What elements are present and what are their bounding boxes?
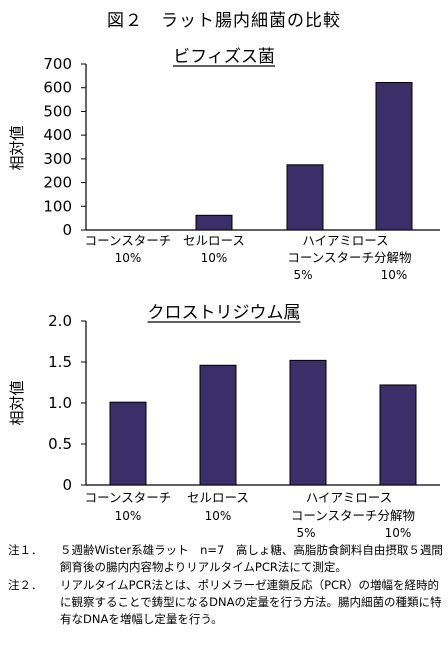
chart2-category-percent: 10%	[115, 509, 142, 523]
notes: 注１． ５週齢Wister系雄ラット n=7 高しょ糖、高脂肪食飼料自由摂取５週…	[8, 542, 444, 629]
chart1-bar	[195, 214, 233, 231]
chart2-ytick-label: 0.5	[48, 435, 72, 453]
note-1-label: 注１．	[8, 543, 43, 557]
chart1-category-label: ハイアミロース	[302, 233, 388, 248]
chart2-category-label: コーンスターチ分解物	[291, 508, 415, 523]
chart1-bar	[375, 81, 413, 231]
chart1-category-label: セルロース	[183, 233, 245, 248]
chart1-category-percent: 10%	[381, 268, 408, 282]
chart1-ytick-label: 500	[43, 102, 72, 120]
chart2-category-label: セルロース	[187, 490, 249, 505]
chart2-ytick-label: 2.0	[48, 312, 72, 330]
chart1-category-percent: 5%	[293, 268, 312, 282]
chart2-ylabel: 相対値	[8, 380, 26, 425]
chart2-bar	[379, 384, 417, 486]
note-1: 注１． ５週齢Wister系雄ラット n=7 高しょ糖、高脂肪食飼料自由摂取５週…	[8, 542, 444, 576]
chart2-category-percent: 10%	[385, 526, 412, 540]
note-2: 注２． リアルタイムPCR法とは、ポリメラーゼ連鎖反応（PCR）の増幅を経時的に…	[8, 577, 444, 628]
chart2-category-label: ハイアミロース	[306, 490, 392, 505]
chart1-ytick-label: 400	[43, 126, 72, 144]
chart2-bar	[199, 364, 237, 486]
note-1-text: ５週齢Wister系雄ラット n=7 高しょ糖、高脂肪食飼料自由摂取５週間飼育後…	[60, 543, 443, 574]
chart2-bar	[109, 401, 147, 486]
chart1-ytick-label: 700	[43, 55, 72, 73]
chart1-ytick-label: 300	[43, 150, 72, 168]
chart2-category-percent: 10%	[205, 509, 232, 523]
chart1-category-percent: 10%	[201, 251, 228, 265]
chart1-ytick-label: 100	[43, 197, 72, 215]
note-2-label: 注２．	[8, 578, 43, 592]
chart1-category-percent: 10%	[115, 251, 142, 265]
chart1-ytick-label: 0	[62, 221, 72, 239]
note-2-text: リアルタイムPCR法とは、ポリメラーゼ連鎖反応（PCR）の増幅を経時的に観察する…	[60, 578, 442, 626]
chart2-ytick-label: 0	[62, 476, 72, 494]
figure-title: 図２ ラット腸内細菌の比較	[107, 11, 341, 31]
chart2-bar	[289, 359, 327, 486]
chart1-category-label: コーンスターチ分解物	[287, 250, 411, 265]
chart2-ytick-label: 1.5	[48, 353, 72, 371]
chart2-category-percent: 5%	[296, 526, 315, 540]
chart1-ylabel: 相対値	[8, 125, 26, 170]
chart1-ytick-label: 600	[43, 79, 72, 97]
chart2-category-label: コーンスターチ	[85, 490, 172, 505]
chart2-title: クロストリジウム属	[148, 303, 301, 323]
chart1-title: ビフィズス菌	[173, 47, 275, 67]
chart2-ytick-label: 1.0	[48, 394, 72, 412]
chart1-ytick-label: 200	[43, 174, 72, 192]
chart1-category-label: コーンスターチ	[85, 233, 172, 248]
chart1-bar	[286, 164, 324, 231]
